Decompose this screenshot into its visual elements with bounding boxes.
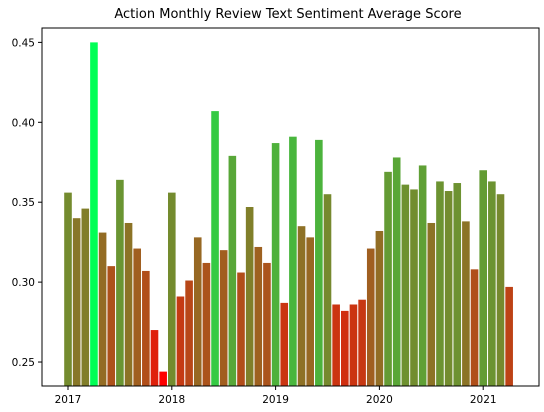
bar-2018-06 — [211, 111, 219, 387]
y-tick-label: 0.35 — [12, 197, 35, 209]
bar-2019-03 — [289, 136, 297, 386]
bar-2018-08 — [228, 155, 237, 386]
bar-2017-08 — [124, 222, 133, 386]
bar-2019-12 — [366, 248, 375, 386]
bar-2020-12 — [470, 269, 479, 386]
bar-2017-12 — [159, 371, 167, 386]
bar-2019-04 — [297, 226, 306, 386]
bar-2018-10 — [245, 207, 254, 386]
bar-2020-07 — [427, 222, 436, 386]
y-tick-label: 0.25 — [12, 357, 35, 369]
x-tick-label: 2018 — [158, 394, 185, 406]
bar-2020-04 — [401, 184, 410, 386]
x-tick-label: 2019 — [262, 394, 289, 406]
y-tick-label: 0.30 — [12, 277, 35, 289]
bar-2018-09 — [237, 272, 245, 386]
bar-2017-01 — [64, 192, 72, 386]
bar-2021-03 — [496, 194, 505, 386]
bar-2020-06 — [418, 165, 427, 386]
bar-2019-05 — [306, 237, 314, 386]
bar-2018-12 — [263, 262, 271, 386]
bar-2019-01 — [271, 143, 280, 386]
y-tick-label: 0.45 — [12, 37, 35, 49]
bar-2017-02 — [72, 218, 81, 386]
bar-2020-11 — [462, 221, 470, 386]
bar-2018-11 — [254, 246, 263, 386]
bar-2017-04 — [90, 42, 98, 386]
bar-2021-02 — [488, 181, 496, 386]
bar-2019-11 — [358, 299, 366, 386]
bars-group — [64, 42, 513, 387]
bar-2020-05 — [410, 189, 418, 386]
bar-2020-02 — [384, 171, 392, 386]
bar-2017-10 — [142, 270, 150, 386]
bar-2018-04 — [193, 237, 202, 386]
bar-2020-03 — [392, 157, 401, 386]
bar-2018-03 — [185, 280, 193, 386]
y-axis: 0.25 0.30 0.35 0.40 0.45 — [12, 37, 42, 369]
bar-2018-07 — [219, 250, 228, 386]
bar-2017-06 — [107, 266, 116, 386]
bar-2021-04 — [505, 286, 513, 386]
bar-2019-08 — [332, 304, 340, 386]
bar-2020-01 — [375, 230, 384, 386]
x-axis: 2017 2018 2019 2020 2021 — [55, 386, 497, 406]
bar-2017-09 — [133, 248, 141, 386]
bar-2018-02 — [176, 296, 185, 386]
x-tick-label: 2021 — [470, 394, 497, 406]
chart-title: Action Monthly Review Text Sentiment Ave… — [114, 7, 461, 22]
bar-2019-10 — [349, 304, 358, 386]
bar-2017-03 — [81, 208, 90, 386]
bar-2019-06 — [315, 139, 323, 387]
bar-2020-10 — [453, 183, 462, 386]
bar-2019-02 — [280, 302, 289, 386]
bar-2017-11 — [150, 330, 159, 386]
bar-2017-05 — [98, 232, 107, 386]
bar-2021-01 — [479, 170, 487, 386]
bar-2019-07 — [323, 194, 332, 386]
bar-2019-09 — [341, 310, 349, 386]
bar-2018-01 — [168, 192, 176, 386]
plot-frame — [41, 27, 540, 387]
bar-2020-09 — [444, 191, 453, 386]
y-tick-label: 0.40 — [12, 117, 35, 129]
bar-2020-08 — [436, 181, 444, 386]
bar-2018-05 — [202, 262, 211, 386]
x-tick-label: 2020 — [366, 394, 393, 406]
bar-2017-07 — [116, 179, 124, 386]
x-tick-label: 2017 — [55, 394, 82, 406]
